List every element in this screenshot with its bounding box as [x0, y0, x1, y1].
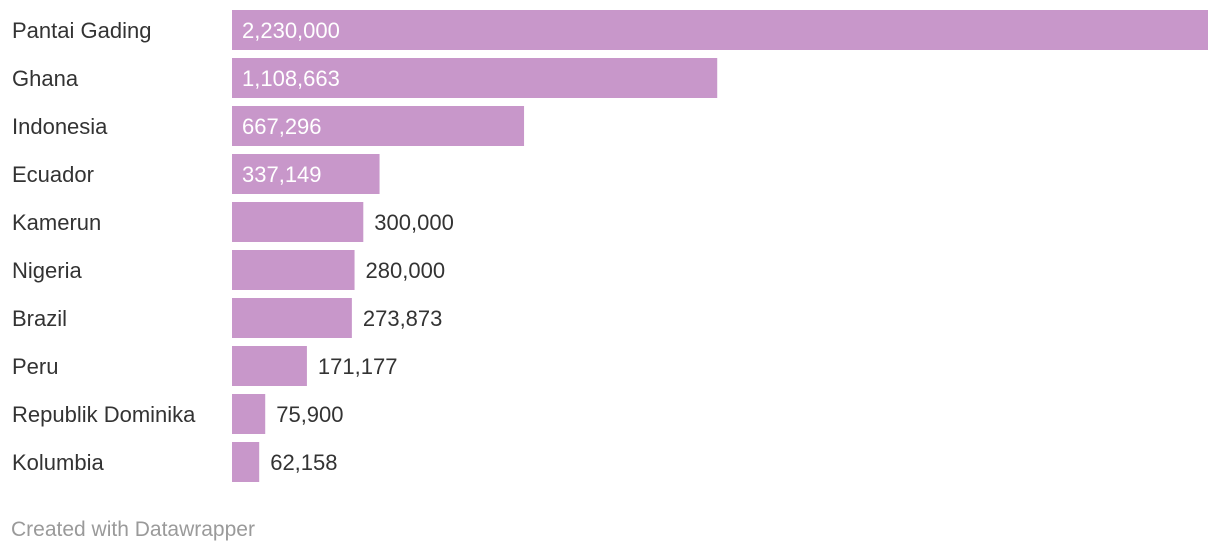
bar [232, 154, 380, 194]
bar [232, 202, 364, 242]
bar [232, 58, 718, 98]
bar [232, 346, 307, 386]
value-label: 280,000 [366, 258, 446, 283]
category-label: Ghana [12, 66, 79, 91]
bar [232, 106, 525, 146]
bar-chart: Pantai Gading 2,230,000 Ghana 1,108,663 Indo… [12, 10, 1208, 482]
value-label: 337,149 [242, 162, 322, 187]
value-label: 62,158 [270, 450, 337, 475]
value-label: 667,296 [242, 114, 322, 139]
category-label: Kolumbia [12, 450, 104, 475]
bar [232, 442, 260, 482]
category-label: Peru [12, 354, 58, 379]
value-label: 273,873 [363, 306, 443, 331]
value-label: 300,000 [374, 210, 454, 235]
bar [232, 250, 355, 290]
category-label: Ecuador [12, 162, 94, 187]
category-label: Republik Dominika [12, 402, 196, 427]
bar [232, 298, 352, 338]
category-label: Pantai Gading [12, 18, 151, 43]
category-label: Indonesia [12, 114, 108, 139]
category-label: Nigeria [12, 258, 82, 283]
datawrapper-credit: Created with Datawrapper [11, 518, 255, 541]
bar [232, 10, 1208, 50]
bar [232, 394, 266, 434]
value-label: 2,230,000 [242, 18, 340, 43]
value-label: 75,900 [276, 402, 343, 427]
category-label: Brazil [12, 306, 67, 331]
value-label: 171,177 [318, 354, 398, 379]
category-label: Kamerun [12, 210, 101, 235]
value-label: 1,108,663 [242, 66, 340, 91]
